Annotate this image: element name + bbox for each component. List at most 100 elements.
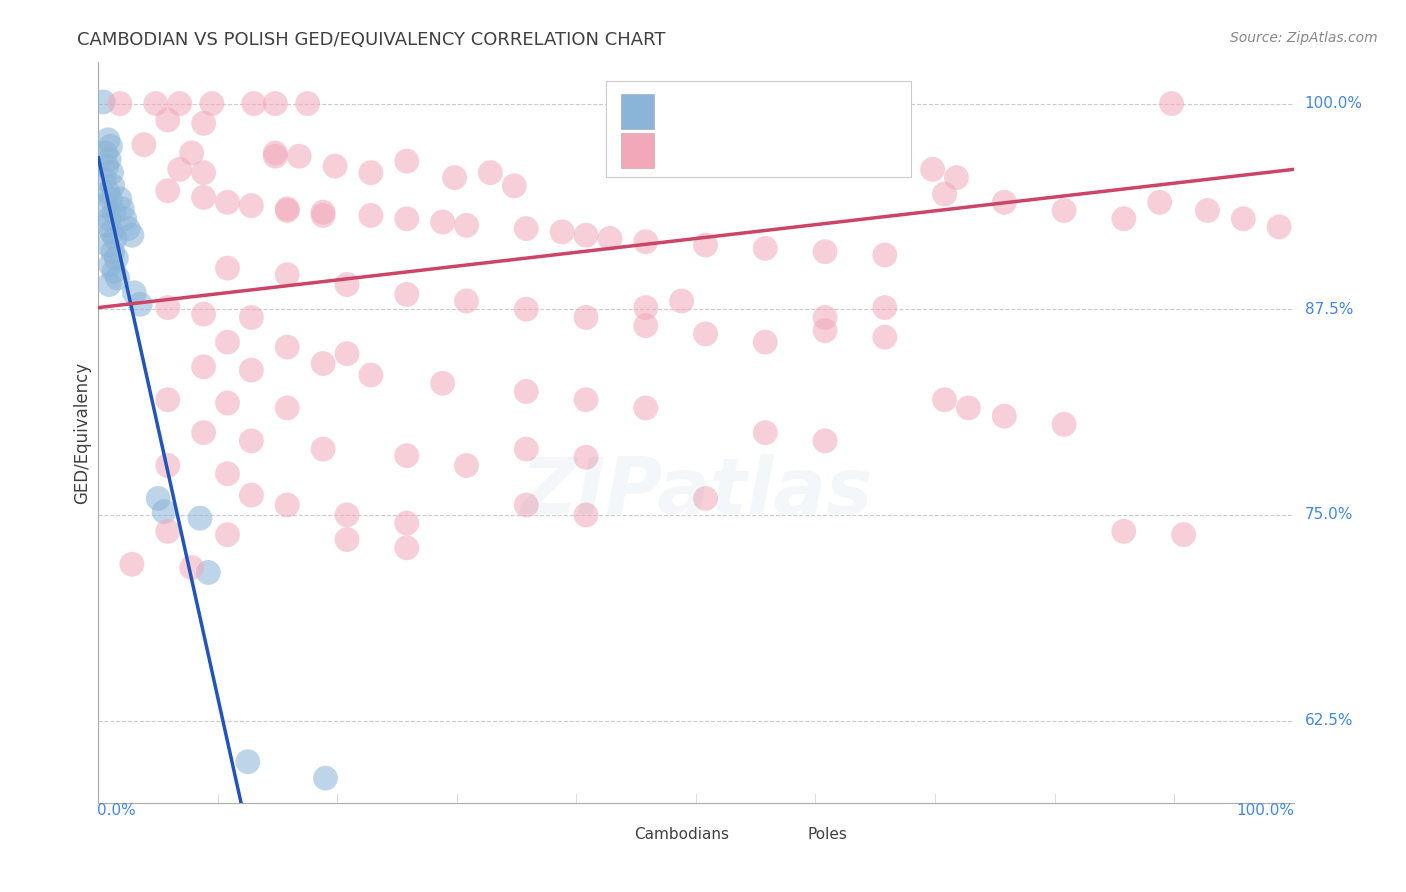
Point xyxy=(297,96,319,111)
Point xyxy=(742,137,765,152)
Point xyxy=(156,301,179,315)
Point xyxy=(801,96,824,111)
Point xyxy=(193,307,215,321)
Point xyxy=(98,258,122,272)
Point xyxy=(814,324,837,338)
Point xyxy=(360,368,382,382)
Point xyxy=(993,195,1015,210)
Point xyxy=(243,96,266,111)
Point xyxy=(217,396,239,410)
Point xyxy=(193,166,215,180)
Point xyxy=(634,401,657,415)
Point xyxy=(456,293,478,308)
Point xyxy=(180,145,202,160)
Point xyxy=(114,211,136,226)
Point xyxy=(395,541,418,555)
Point xyxy=(124,285,146,300)
Point xyxy=(742,96,765,111)
Point xyxy=(456,219,478,233)
Point xyxy=(276,202,298,216)
Text: -0.643: -0.643 xyxy=(717,103,778,121)
Point xyxy=(814,244,837,259)
Point xyxy=(515,302,537,317)
Point xyxy=(634,318,657,333)
Text: 87.5%: 87.5% xyxy=(1305,301,1353,317)
Point xyxy=(873,330,896,344)
Point xyxy=(193,190,215,204)
Point xyxy=(873,301,896,315)
Point xyxy=(682,143,704,157)
Text: 37: 37 xyxy=(842,103,865,121)
Point xyxy=(129,297,152,311)
Point xyxy=(312,205,335,219)
FancyBboxPatch shape xyxy=(606,81,911,178)
Point xyxy=(236,755,259,769)
Text: R =: R = xyxy=(672,143,709,161)
Point xyxy=(105,251,128,265)
Point xyxy=(98,192,122,206)
Point xyxy=(515,221,537,235)
Point xyxy=(91,95,114,109)
Point xyxy=(201,96,224,111)
Point xyxy=(934,187,956,202)
Point xyxy=(1160,96,1182,111)
Point xyxy=(575,310,598,325)
Point xyxy=(395,516,418,530)
Point xyxy=(456,458,478,473)
Text: 0.299: 0.299 xyxy=(717,143,776,161)
Point xyxy=(515,498,537,512)
Point xyxy=(103,205,125,219)
Point xyxy=(1173,527,1195,541)
Point xyxy=(156,113,179,128)
Point xyxy=(108,192,131,206)
Point xyxy=(93,172,115,186)
Point xyxy=(217,335,239,350)
Point xyxy=(264,149,287,163)
Point xyxy=(551,225,574,239)
Point xyxy=(515,384,537,399)
Point xyxy=(1232,211,1254,226)
Point xyxy=(276,203,298,218)
Point xyxy=(814,434,837,448)
Point xyxy=(1053,417,1076,432)
Point xyxy=(193,116,215,130)
Point xyxy=(156,524,179,539)
Text: 100.0%: 100.0% xyxy=(1237,803,1295,818)
Point xyxy=(217,195,239,210)
Point xyxy=(121,228,143,243)
Point xyxy=(111,202,134,216)
Point xyxy=(778,149,800,163)
Text: 121: 121 xyxy=(842,143,876,161)
Point xyxy=(100,225,122,239)
Text: N =: N = xyxy=(797,103,834,121)
Point xyxy=(1197,203,1219,218)
Point xyxy=(993,409,1015,424)
Point xyxy=(873,248,896,262)
Point xyxy=(336,508,359,522)
Point xyxy=(145,96,167,111)
Point xyxy=(132,137,155,152)
Point xyxy=(96,219,118,233)
Point xyxy=(264,96,287,111)
Point xyxy=(153,505,176,519)
Point xyxy=(156,458,179,473)
Point xyxy=(695,326,717,341)
Point xyxy=(934,392,956,407)
Point xyxy=(240,488,263,502)
Text: 0.0%: 0.0% xyxy=(97,803,136,818)
Point xyxy=(97,186,120,200)
Point xyxy=(217,261,239,276)
Point xyxy=(276,498,298,512)
Point xyxy=(312,442,335,456)
Point xyxy=(193,425,215,440)
Point xyxy=(957,401,980,415)
Point xyxy=(395,287,418,301)
Point xyxy=(188,511,211,525)
Point xyxy=(323,159,346,173)
Point xyxy=(193,359,215,374)
Point xyxy=(94,198,117,212)
Point xyxy=(503,178,526,193)
Point xyxy=(336,277,359,292)
Y-axis label: GED/Equivalency: GED/Equivalency xyxy=(73,361,91,504)
Point xyxy=(336,346,359,360)
